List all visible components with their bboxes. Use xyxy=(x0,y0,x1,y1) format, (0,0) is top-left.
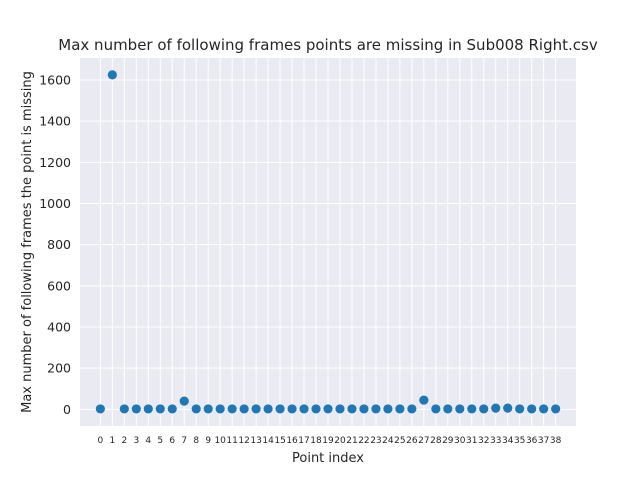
x-tick-label: 20 xyxy=(334,436,346,446)
x-tick-label: 9 xyxy=(205,436,211,446)
x-tick-label: 13 xyxy=(250,436,261,446)
data-point xyxy=(443,404,453,414)
x-tick-label: 29 xyxy=(442,436,454,446)
data-point xyxy=(215,404,225,414)
data-point xyxy=(371,404,381,414)
x-tick-label: 25 xyxy=(394,436,405,446)
data-point xyxy=(455,404,465,414)
data-point xyxy=(143,404,153,414)
x-axis-label: Point index xyxy=(292,451,364,466)
x-tick-labels: 0 1 2 3 4 5 6 7 8 9 10 11 12 13 14 15 16 17 18 19 20 21 22 23 24… xyxy=(97,436,561,446)
data-point xyxy=(119,404,129,414)
x-tick-label: 14 xyxy=(262,436,274,446)
x-tick-label: 3 xyxy=(133,436,139,446)
x-tick-label: 2 xyxy=(121,436,127,446)
data-point xyxy=(191,404,201,414)
data-point xyxy=(503,403,513,413)
x-tick-label: 1 xyxy=(109,436,115,446)
data-point xyxy=(383,404,393,414)
x-tick-label: 36 xyxy=(526,436,538,446)
y-axis-label: Max number of following frames the point… xyxy=(20,71,35,413)
data-point xyxy=(167,404,177,414)
data-point xyxy=(299,404,309,414)
x-tick-label: 30 xyxy=(454,436,466,446)
data-point xyxy=(335,404,345,414)
data-point xyxy=(467,404,477,414)
data-point xyxy=(95,404,105,414)
x-tick-label: 38 xyxy=(550,436,562,446)
x-tick-label: 34 xyxy=(502,436,514,446)
grid-lines xyxy=(80,58,576,426)
x-tick-label: 4 xyxy=(145,436,151,446)
x-tick-label: 17 xyxy=(298,436,309,446)
data-point xyxy=(179,396,189,406)
data-point xyxy=(347,404,357,414)
x-tick-label: 7 xyxy=(181,436,187,446)
data-point xyxy=(539,404,549,414)
x-tick-label: 12 xyxy=(238,436,249,446)
x-tick-label: 22 xyxy=(358,436,369,446)
x-tick-label: 27 xyxy=(418,436,429,446)
x-tick-label: 23 xyxy=(370,436,381,446)
y-tick-label: 1200 xyxy=(39,155,71,170)
y-tick-label: 200 xyxy=(47,361,71,376)
data-point xyxy=(479,404,489,414)
data-point xyxy=(359,404,369,414)
data-point xyxy=(155,404,165,414)
data-point xyxy=(491,403,501,413)
x-tick-label: 28 xyxy=(430,436,442,446)
x-tick-label: 15 xyxy=(274,436,285,446)
y-tick-label: 0 xyxy=(63,402,71,417)
x-tick-label: 11 xyxy=(226,436,237,446)
data-point xyxy=(311,404,321,414)
y-tick-label: 800 xyxy=(47,237,71,252)
chart-title: Max number of following frames points ar… xyxy=(58,36,598,54)
x-tick-label: 5 xyxy=(157,436,163,446)
y-tick-label: 1400 xyxy=(39,114,71,129)
data-points xyxy=(95,70,561,414)
x-tick-label: 31 xyxy=(466,436,477,446)
x-tick-label: 6 xyxy=(169,436,175,446)
x-tick-label: 8 xyxy=(193,436,199,446)
x-tick-label: 0 xyxy=(97,436,103,446)
x-tick-label: 16 xyxy=(286,436,298,446)
y-tick-label: 600 xyxy=(47,278,71,293)
data-point xyxy=(515,404,525,414)
data-point xyxy=(251,404,261,414)
data-point xyxy=(527,404,537,414)
data-point xyxy=(431,404,441,414)
x-tick-label: 21 xyxy=(346,436,357,446)
x-tick-label: 33 xyxy=(490,436,501,446)
y-tick-labels: 0 200 400 600 800 1000 1200 1400 1600 xyxy=(39,73,71,417)
y-tick-label: 1000 xyxy=(39,196,71,211)
x-tick-label: 10 xyxy=(214,436,226,446)
data-point xyxy=(275,404,285,414)
x-tick-label: 37 xyxy=(538,436,549,446)
data-point xyxy=(131,404,141,414)
data-point xyxy=(203,404,213,414)
data-point xyxy=(263,404,273,414)
data-point xyxy=(395,404,405,414)
x-tick-label: 26 xyxy=(406,436,418,446)
data-point xyxy=(407,404,417,414)
y-tick-label: 1600 xyxy=(39,73,71,88)
data-point xyxy=(419,395,429,405)
x-tick-label: 24 xyxy=(382,436,394,446)
x-tick-label: 19 xyxy=(322,436,334,446)
x-tick-label: 35 xyxy=(514,436,525,446)
data-point xyxy=(239,404,249,414)
x-tick-label: 18 xyxy=(310,436,322,446)
x-tick-label: 32 xyxy=(478,436,489,446)
data-point xyxy=(323,404,333,414)
data-point xyxy=(227,404,237,414)
data-point xyxy=(551,404,561,414)
data-point xyxy=(107,70,117,80)
y-tick-label: 400 xyxy=(47,320,71,335)
data-point xyxy=(287,404,297,414)
